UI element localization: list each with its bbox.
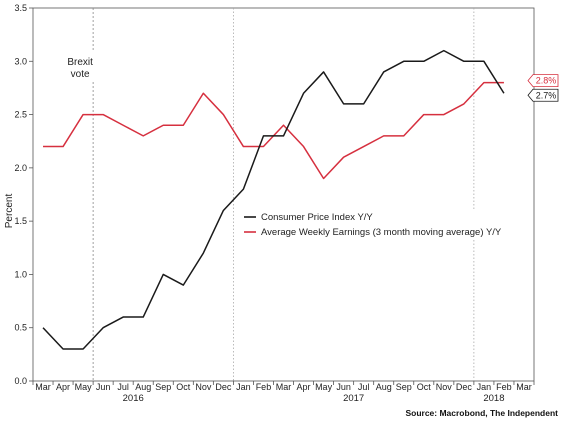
brexit-annotation: Brexit vote: [67, 57, 93, 80]
end-tag-box: [527, 88, 559, 102]
x-tick-label: Sep: [396, 382, 412, 392]
x-tick-label: Sep: [155, 382, 171, 392]
x-tick-label: Jul: [117, 382, 129, 392]
brexit-annotation-line-2: vote: [71, 69, 90, 80]
year-label: 2018: [483, 393, 504, 404]
x-tick-label: Aug: [376, 382, 392, 392]
y-tick-label: 0.5: [14, 323, 27, 333]
cpi-series-line: [42, 49, 505, 350]
year-label: 2017: [343, 393, 364, 404]
y-tick-label: 1.5: [14, 216, 27, 226]
end-value-tags: 2.7% 2.8%: [527, 74, 559, 102]
legend-label-cpi: Consumer Price Index Y/Y: [261, 212, 373, 223]
x-tick-label: Jan: [236, 382, 251, 392]
x-tick-label: Oct: [417, 382, 432, 392]
x-tick-label: Mar: [35, 382, 51, 392]
x-tick-label: Feb: [256, 382, 272, 392]
x-tick-label: Apr: [297, 382, 311, 392]
brexit-annotation-line-1: Brexit: [67, 57, 93, 68]
y-tick-label: 1.0: [14, 269, 27, 279]
x-tick-label: Dec: [456, 382, 473, 392]
x-tick-label: Feb: [496, 382, 512, 392]
y-tick-label: 2.5: [14, 110, 27, 120]
y-axis-label: Percent: [4, 194, 15, 229]
legend-label-earnings: Average Weekly Earnings (3 month moving …: [261, 227, 502, 238]
x-tick-label: Mar: [516, 382, 532, 392]
x-tick-label: Jun: [336, 382, 351, 392]
x-tick-label: Nov: [436, 382, 453, 392]
x-tick-label: Dec: [215, 382, 232, 392]
year-label: 2016: [123, 393, 144, 404]
x-tick-label: Nov: [195, 382, 212, 392]
y-tick-label: 3.5: [14, 3, 27, 13]
x-tick-label: Mar: [276, 382, 292, 392]
y-tick-label: 0.0: [14, 376, 27, 386]
end-tag-label: 2.7%: [536, 90, 557, 100]
plot-frame: [32, 7, 535, 382]
y-tick-label: 3.0: [14, 56, 27, 66]
series-lines: [42, 49, 505, 350]
end-tag-label: 2.8%: [536, 76, 557, 86]
x-tick-label: Jul: [358, 382, 370, 392]
source-note: Source: Macrobond, The Independent: [405, 408, 558, 418]
x-tick-label: Oct: [176, 382, 191, 392]
end-tag-box: [527, 74, 559, 87]
legend: Consumer Price Index Y/Y Average Weekly …: [244, 212, 502, 238]
x-tick-label: May: [75, 382, 93, 392]
earnings-end-tag: 2.8%: [527, 74, 559, 87]
x-tick-label: Apr: [56, 382, 70, 392]
x-tick-label: Aug: [135, 382, 151, 392]
x-tick-label: Jun: [96, 382, 111, 392]
earnings-series-line: [43, 81, 504, 180]
cpi-end-tag: 2.7%: [527, 88, 559, 102]
vertical-reference-lines: [92, 8, 475, 381]
x-tick-label: May: [315, 382, 333, 392]
x-tick-label: Jan: [477, 382, 492, 392]
y-tick-label: 2.0: [14, 163, 27, 173]
